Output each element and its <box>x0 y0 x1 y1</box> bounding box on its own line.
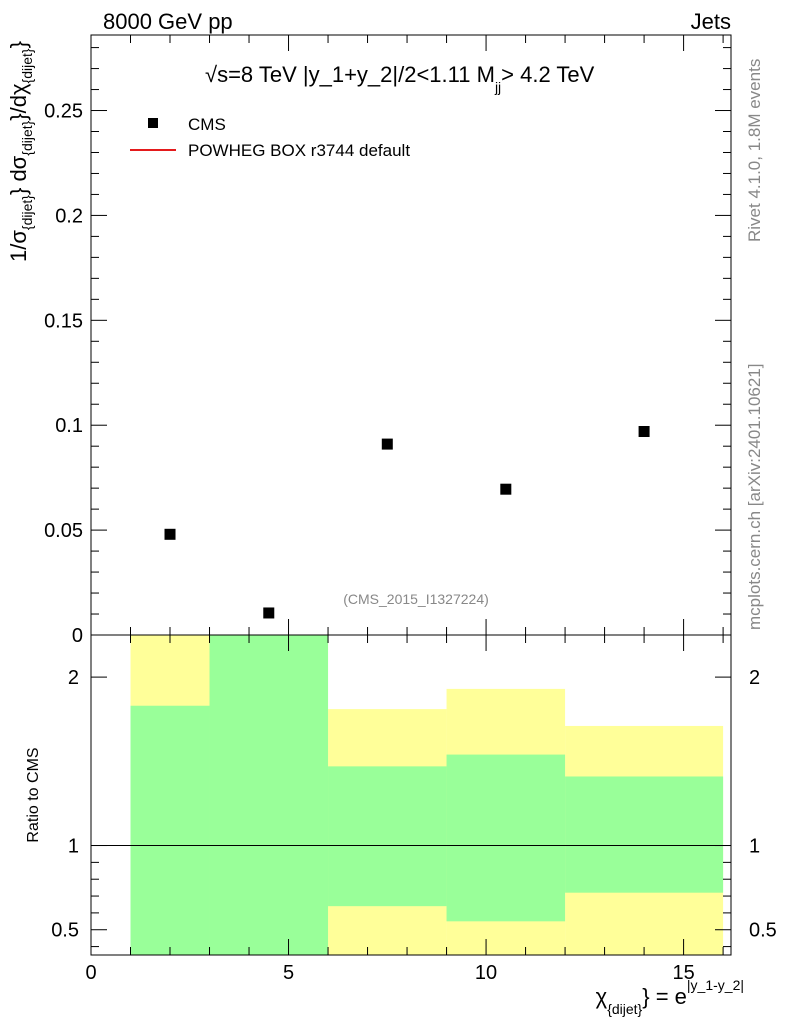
plot-title: √s=8 TeV |y_1+y_2|/2<1.11 Mjj> 4.2 TeV <box>205 62 595 95</box>
cms-data-point <box>164 528 176 540</box>
ratio-xtick-label: 0 <box>85 962 96 984</box>
cms-data-points <box>164 426 650 619</box>
ratio-band-green <box>209 635 329 955</box>
mcplots-label: mcplots.cern.ch [arXiv:2401.10621] <box>745 364 764 630</box>
ratio-xtick-label: 15 <box>672 962 694 984</box>
ylabel-c: }/dχ <box>6 83 31 121</box>
ratio-xlabel: χ{dijet}} = e|y_1-y_2| <box>596 977 744 1017</box>
ratio-band-green <box>446 754 566 922</box>
ylabel-c-sub: {dijet} <box>19 48 35 83</box>
main-ytick-label-zero: 0 <box>72 625 83 647</box>
main-ytick-label: 0.15 <box>44 310 83 332</box>
cms-data-point <box>500 483 512 495</box>
main-axis-ticks: 0.05 0.1 0.15 0.2 0.25 0 <box>44 35 731 647</box>
legend: CMS POWHEG BOX r3744 default <box>130 115 410 160</box>
title-main: s=8 TeV |y_1+y_2|/2<1.11 M <box>217 62 495 87</box>
main-ylabel: 1/σ{dijet}} dσ{dijet}}/dχ{dijet}} <box>6 41 35 262</box>
cms-data-point <box>381 438 393 450</box>
xlabel-chi-sub: {dijet} <box>607 1001 642 1017</box>
rivet-label: Rivet 4.1.0, 1.8M events <box>745 59 764 242</box>
ratio-ytick-label-right: 2 <box>749 667 760 689</box>
ratio-frame <box>90 634 732 956</box>
analysis-watermark: (CMS_2015_I1327224) <box>343 591 489 607</box>
main-ytick-label: 0.05 <box>44 520 83 542</box>
ratio-ytick-label-left: 2 <box>68 667 79 689</box>
cms-data-point <box>263 607 275 619</box>
legend-marker-cms <box>148 118 158 128</box>
main-frame <box>90 34 732 636</box>
ylabel-a-sub: {dijet} <box>19 195 35 230</box>
header-right: Jets <box>691 9 731 34</box>
main-ytick-label: 0.1 <box>55 415 83 437</box>
ratio-band-green <box>565 776 724 893</box>
legend-label-cms: CMS <box>188 115 226 134</box>
ratio-panel: 0.5 0.5 1 1 2 2 0 5 10 15 Ratio to CMS χ{dijet}} … <box>25 634 777 1017</box>
ratio-xtick-label: 5 <box>283 962 294 984</box>
ratio-bands <box>130 635 724 955</box>
main-ytick-label: 0.2 <box>55 205 83 227</box>
legend-label-powheg: POWHEG BOX r3744 default <box>188 141 410 160</box>
ratio-ylabel: Ratio to CMS <box>25 747 42 842</box>
ratio-ytick-label-right: 0.5 <box>749 920 777 942</box>
title-sqrt: √ <box>205 62 218 87</box>
ylabel-d: } <box>6 41 31 48</box>
ylabel-b-sub: {dijet} <box>19 120 35 155</box>
xlabel-chi: χ <box>596 984 608 1009</box>
xlabel-exp: |y_1-y_2| <box>687 977 744 993</box>
ratio-ytick-label-left: 0.5 <box>51 920 79 942</box>
ratio-band-green <box>328 766 447 907</box>
title-tail: > 4.2 TeV <box>501 62 594 87</box>
main-panel: 0.05 0.1 0.15 0.2 0.25 0 √s=8 TeV |y_1+y_2|/2… <box>6 34 732 647</box>
ratio-band-green <box>130 705 210 955</box>
ratio-xtick-label: 10 <box>475 962 497 984</box>
ylabel-a: 1/σ <box>6 230 31 262</box>
ratio-ytick-label-right: 1 <box>749 836 760 858</box>
header-left: 8000 GeV pp <box>103 9 233 34</box>
xlabel-eq: } = e <box>642 984 687 1009</box>
ratio-ytick-label-left: 1 <box>68 836 79 858</box>
ratio-axis-ticks: 0.5 0.5 1 1 2 2 0 5 10 15 <box>51 635 777 984</box>
ylabel-b: } dσ <box>6 155 31 195</box>
main-ytick-label: 0.25 <box>44 101 83 123</box>
cms-data-point <box>638 426 650 438</box>
title-sub: jj <box>494 79 501 95</box>
